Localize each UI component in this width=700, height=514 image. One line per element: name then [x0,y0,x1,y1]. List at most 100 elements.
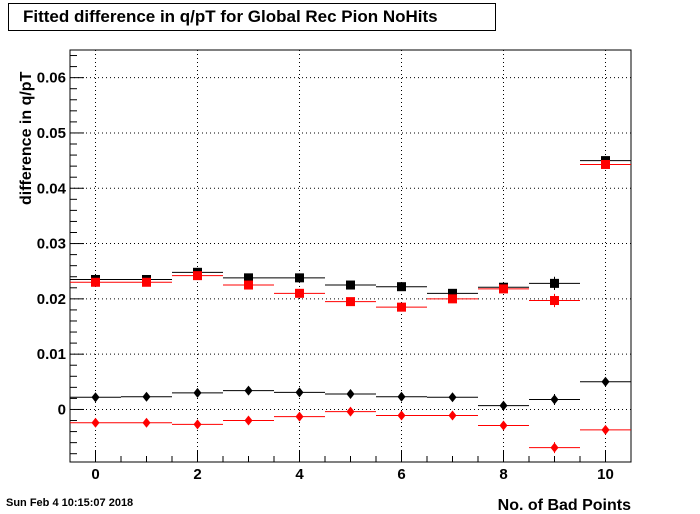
data-point [172,419,223,430]
data-point [478,400,529,411]
data-point [70,277,121,287]
data-point [529,393,580,406]
y-tick-label: 0.05 [37,125,66,142]
data-point [223,273,274,283]
data-point [529,276,580,291]
diamond-marker [244,385,253,396]
axis-ticks [69,55,632,462]
diamond-marker [142,417,151,428]
diamond-marker [397,410,406,421]
square-marker [346,297,355,307]
diamond-marker [448,410,457,421]
data-point [70,417,121,428]
plot-frame [69,49,632,463]
data-point [121,391,172,402]
x-tick-label: 8 [499,466,507,483]
grid-lines [70,50,631,462]
diamond-marker [193,387,202,398]
data-point [376,410,427,421]
data-point [580,159,631,169]
diamond-marker [295,411,304,422]
diamond-marker [499,400,508,411]
diamond-marker [601,376,610,387]
y-axis-label: difference in q/pT [18,71,35,205]
data-point [376,282,427,292]
square-marker [295,288,304,298]
diamond-marker [244,415,253,426]
diamond-marker [295,387,304,398]
square-marker [397,282,406,292]
x-tick-label: 4 [295,466,304,483]
data-points [70,156,631,454]
diamond-marker [499,420,508,431]
data-point [121,277,172,287]
diamond-marker [346,406,355,417]
data-point [325,280,376,290]
data-point [274,273,325,283]
data-point [529,442,580,454]
data-point [70,392,121,403]
data-point [172,387,223,398]
chart-title: Fitted difference in q/pT for Global Rec… [8,3,496,31]
square-marker [295,273,304,283]
diamond-marker [346,388,355,399]
data-point [580,424,631,435]
square-marker [244,280,253,290]
square-marker [601,159,610,169]
y-tick-label: 0.01 [37,346,66,363]
x-tick-label: 0 [91,466,99,483]
data-point [325,297,376,307]
data-point [223,415,274,426]
square-marker [550,278,559,288]
data-point [274,411,325,422]
data-point [376,302,427,312]
y-tick-label: 0.02 [37,291,66,308]
y-tick-label: 0.04 [37,180,67,197]
data-point [376,391,427,402]
y-tick-label: 0 [58,401,66,418]
diamond-marker [193,419,202,430]
data-point [274,387,325,398]
axis-tick-labels: 0 2 4 6 8 10 0 0.01 0.02 0.03 0.04 0.05 0.06 [37,70,614,483]
data-point [325,406,376,417]
square-marker [244,273,253,283]
data-point [427,410,478,421]
square-marker [448,294,457,304]
square-marker [397,302,406,312]
timestamp: Sun Feb 4 10:15:07 2018 [6,497,134,509]
square-marker [550,296,559,306]
square-marker [448,288,457,298]
x-tick-label: 10 [597,466,614,483]
data-point [478,420,529,431]
diamond-marker [91,417,100,428]
data-point [223,280,274,290]
diamond-marker [142,391,151,402]
data-point [478,284,529,294]
x-axis-label: No. of Bad Points [498,497,631,514]
square-marker [499,284,508,294]
data-point [121,417,172,428]
y-tick-label: 0.03 [37,236,66,253]
data-point [172,271,223,281]
data-point [427,294,478,304]
data-point [223,385,274,396]
diamond-marker [601,424,610,435]
square-marker [142,277,151,287]
diamond-marker [91,392,100,403]
square-marker [346,280,355,290]
diamond-marker [550,394,559,405]
x-tick-label: 2 [193,466,201,483]
square-marker [193,271,202,281]
y-tick-label: 0.06 [37,70,66,87]
diamond-marker [397,391,406,402]
data-point [427,392,478,403]
diamond-marker [550,442,559,453]
data-point [325,388,376,399]
x-tick-label: 6 [397,466,405,483]
square-marker [91,277,100,287]
data-point [274,288,325,298]
diamond-marker [448,392,457,403]
data-point [580,376,631,387]
data-point [529,293,580,308]
